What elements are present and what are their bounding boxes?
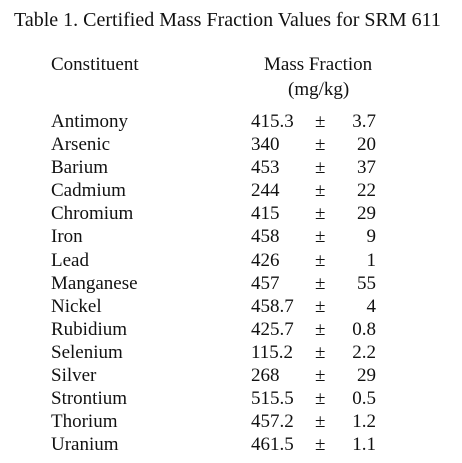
mass-fraction-value: 426 (251, 249, 280, 271)
constituent-name: Silver (51, 365, 97, 387)
plus-minus-sign: ± (315, 226, 326, 248)
uncertainty-value: 9 (366, 226, 377, 248)
constituent-name: Uranium (51, 434, 119, 456)
uncertainty-value: 1.1 (352, 434, 376, 456)
constituent-name: Chromium (51, 203, 134, 225)
mass-fraction-value: 415 (251, 203, 280, 225)
table-row: Lead 426 ± 1 (0, 249, 462, 272)
plus-minus-sign: ± (315, 111, 326, 132)
table-row: Chromium 415 ± 29 (0, 202, 462, 225)
constituent-name: Barium (51, 157, 108, 179)
mass-fraction-value: 457.2 (251, 411, 294, 433)
constituent-name: Lead (51, 249, 89, 271)
constituent-name: Arsenic (51, 134, 111, 156)
table-row: Silver 268 ± 29 (0, 364, 462, 387)
table-row: Antimony 415.3 ± 3.7 (0, 110, 462, 133)
mass-fraction-value: 340 (251, 134, 280, 156)
mass-fraction-value: 244 (251, 180, 280, 202)
table-row: Cadmium 244 ± 22 (0, 179, 462, 202)
constituent-name: Iron (51, 226, 83, 248)
constituent-name: Strontium (51, 388, 128, 410)
plus-minus-sign: ± (315, 434, 326, 456)
table-row: Thorium 457.2 ± 1.2 (0, 410, 462, 433)
uncertainty-value: 22 (357, 180, 376, 202)
uncertainty-value: 1.2 (352, 411, 376, 433)
constituent-name: Antimony (51, 111, 129, 132)
table-row: Uranium 461.5 ± 1.1 (0, 433, 462, 456)
table-row: Nickel 458.7 ± 4 (0, 295, 462, 318)
constituent-name: Thorium (51, 411, 118, 433)
table-row: Iron 458 ± 9 (0, 225, 462, 248)
plus-minus-sign: ± (315, 295, 326, 317)
mass-fraction-value: 515.5 (251, 388, 294, 410)
uncertainty-value: 1 (366, 249, 377, 271)
uncertainty-value: 0.8 (352, 318, 376, 340)
mass-fraction-value: 425.7 (251, 318, 294, 340)
uncertainty-value: 2.2 (352, 341, 376, 363)
plus-minus-sign: ± (315, 341, 326, 363)
mass-fraction-value: 461.5 (251, 434, 294, 456)
uncertainty-value: 20 (357, 134, 376, 156)
table-row: Barium 453 ± 37 (0, 156, 462, 179)
uncertainty-value: 0.5 (352, 388, 376, 410)
constituent-name: Cadmium (51, 180, 126, 202)
uncertainty-value: 29 (357, 203, 376, 225)
uncertainty-value: 55 (357, 272, 376, 294)
mass-fraction-value: 453 (251, 157, 280, 179)
uncertainty-value: 4 (366, 295, 377, 317)
mass-fraction-value: 458 (251, 226, 280, 248)
plus-minus-sign: ± (315, 272, 326, 294)
column-header-constituent: Constituent (51, 54, 139, 75)
plus-minus-sign: ± (315, 134, 326, 156)
column-header-mass-fraction: Mass Fraction (264, 54, 373, 75)
plus-minus-sign: ± (315, 180, 326, 202)
table-row: Manganese 457 ± 55 (0, 272, 462, 295)
table-row: Arsenic 340 ± 20 (0, 133, 462, 156)
column-header-unit: (mg/kg) (288, 79, 350, 100)
constituent-name: Selenium (51, 341, 123, 363)
table-row: Rubidium 425.7 ± 0.8 (0, 318, 462, 341)
plus-minus-sign: ± (315, 249, 326, 271)
uncertainty-value: 3.7 (352, 111, 376, 132)
table-row: Selenium 115.2 ± 2.2 (0, 341, 462, 364)
table-body: Antimony 415.3 ± 3.7 Arsenic 340 ± 20 Ba… (0, 110, 462, 456)
mass-fraction-value: 268 (251, 365, 280, 387)
mass-fraction-value: 458.7 (251, 295, 294, 317)
constituent-name: Nickel (51, 295, 102, 317)
plus-minus-sign: ± (315, 388, 326, 410)
plus-minus-sign: ± (315, 411, 326, 433)
mass-fraction-value: 457 (251, 272, 280, 294)
uncertainty-value: 29 (357, 365, 376, 387)
table-row: Strontium 515.5 ± 0.5 (0, 387, 462, 410)
plus-minus-sign: ± (315, 365, 326, 387)
mass-fraction-value: 415.3 (251, 111, 294, 132)
mass-fraction-value: 115.2 (251, 341, 294, 363)
uncertainty-value: 37 (357, 157, 376, 179)
plus-minus-sign: ± (315, 318, 326, 340)
constituent-name: Rubidium (51, 318, 128, 340)
table-title: Table 1. Certified Mass Fraction Values … (14, 9, 441, 31)
plus-minus-sign: ± (315, 157, 326, 179)
plus-minus-sign: ± (315, 203, 326, 225)
constituent-name: Manganese (51, 272, 138, 294)
